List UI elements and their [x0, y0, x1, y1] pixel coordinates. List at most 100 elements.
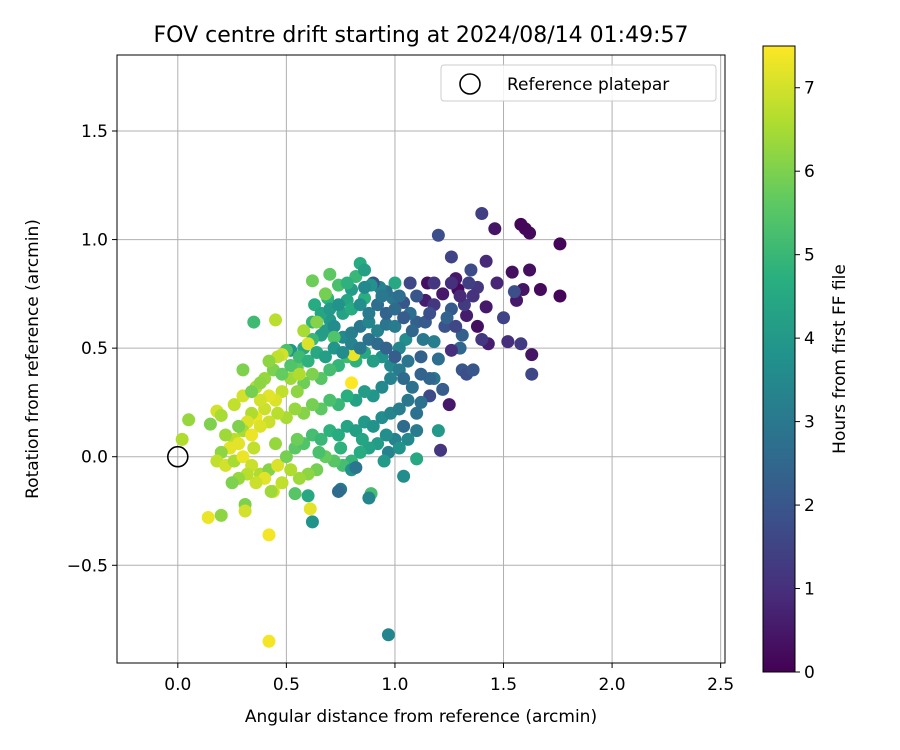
- x-tick-label: 0.5: [273, 675, 300, 695]
- grid-lines: [117, 55, 725, 663]
- data-point: [275, 476, 289, 490]
- data-point: [414, 367, 428, 381]
- data-point: [264, 484, 278, 498]
- colorbar-gradient: [762, 45, 796, 673]
- data-point: [388, 302, 402, 316]
- y-tick-label: 1.5: [81, 122, 108, 142]
- data-point: [362, 491, 376, 505]
- data-point: [253, 419, 267, 433]
- data-point: [349, 461, 363, 475]
- data-point: [290, 432, 304, 446]
- data-point: [525, 367, 539, 381]
- data-point: [312, 445, 326, 459]
- data-point: [301, 337, 315, 351]
- data-point: [323, 267, 337, 281]
- data-point: [381, 628, 395, 642]
- data-point: [249, 476, 263, 490]
- data-point: [353, 341, 367, 355]
- data-point: [236, 450, 250, 464]
- y-axis-label: Rotation from reference (arcmin): [23, 219, 43, 499]
- data-point: [523, 263, 537, 277]
- data-point: [449, 319, 463, 333]
- data-point: [232, 419, 246, 433]
- data-point: [392, 402, 406, 416]
- colorbar-tick-label: 6: [804, 162, 815, 182]
- chart-title: FOV centre drift starting at 2024/08/14 …: [154, 23, 689, 48]
- data-point: [358, 263, 372, 277]
- data-point: [444, 276, 458, 290]
- data-point: [353, 298, 367, 312]
- data-point: [305, 367, 319, 381]
- data-point: [175, 432, 189, 446]
- data-point: [214, 508, 228, 522]
- colorbar-tick-label: 2: [804, 496, 815, 516]
- data-point: [227, 398, 241, 412]
- x-tick-label: 1.0: [381, 675, 408, 695]
- data-point: [431, 424, 445, 438]
- data-point: [501, 335, 515, 349]
- data-point: [423, 306, 437, 320]
- data-point: [292, 471, 306, 485]
- colorbar-tick-label: 4: [804, 329, 815, 349]
- data-point: [401, 354, 415, 368]
- colorbar-tick-label: 5: [804, 246, 815, 266]
- data-point: [362, 306, 376, 320]
- data-point: [305, 515, 319, 529]
- data-point: [392, 441, 406, 455]
- data-point: [488, 222, 502, 236]
- x-tick-label: 2.0: [599, 675, 626, 695]
- data-point: [284, 463, 298, 477]
- data-point: [464, 263, 478, 277]
- data-point: [366, 354, 380, 368]
- data-point: [507, 285, 521, 299]
- data-point: [470, 319, 484, 333]
- data-point: [247, 315, 261, 329]
- data-point: [416, 332, 430, 346]
- colorbar-label: Hours from first FF file: [830, 264, 850, 454]
- data-point: [392, 289, 406, 303]
- x-tick-label: 1.5: [490, 675, 517, 695]
- data-point: [297, 324, 311, 338]
- data-point: [497, 311, 511, 325]
- data-point: [377, 454, 391, 468]
- data-point: [331, 298, 345, 312]
- data-point: [442, 398, 456, 412]
- data-point: [236, 363, 250, 377]
- data-point: [247, 441, 261, 455]
- data-point: [479, 300, 493, 314]
- data-point: [245, 428, 259, 442]
- data-point: [318, 287, 332, 301]
- data-point: [379, 341, 393, 355]
- data-point: [427, 335, 441, 349]
- data-point: [388, 319, 402, 333]
- colorbar-tick-label: 3: [804, 413, 815, 433]
- legend: Reference platepar: [440, 64, 717, 102]
- data-point: [327, 330, 341, 344]
- data-point: [253, 376, 267, 390]
- data-point: [238, 504, 252, 518]
- data-point: [225, 476, 239, 490]
- data-point: [479, 254, 493, 268]
- data-point: [318, 350, 332, 364]
- data-point: [366, 419, 380, 433]
- data-point: [460, 309, 474, 323]
- data-point: [262, 528, 276, 542]
- data-point: [553, 237, 567, 251]
- legend-marker-icon: [459, 73, 481, 95]
- data-point: [410, 406, 424, 420]
- data-point: [262, 634, 276, 648]
- data-point: [414, 395, 428, 409]
- data-points: [175, 207, 567, 648]
- data-point: [303, 502, 317, 516]
- data-point: [475, 207, 489, 221]
- data-point: [462, 276, 476, 290]
- data-point: [203, 417, 217, 431]
- data-point: [444, 250, 458, 264]
- plot-frame: [116, 54, 726, 664]
- data-point: [301, 489, 315, 503]
- colorbar-ticks: 0 1 2 3 4 5 6 7: [795, 79, 815, 683]
- data-point: [403, 276, 417, 290]
- legend-label: Reference platepar: [507, 75, 669, 95]
- data-point: [431, 352, 445, 366]
